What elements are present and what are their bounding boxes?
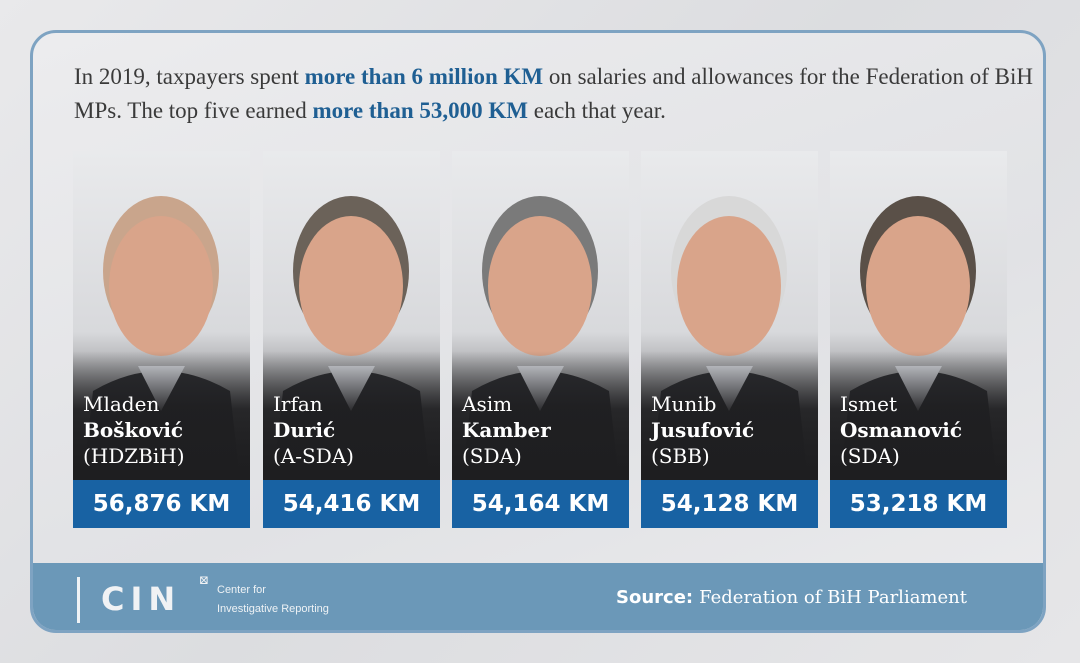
amount-badge: 54,128 KM — [641, 480, 818, 528]
amount-badge: 54,416 KM — [263, 480, 440, 528]
first-name: Munib — [651, 392, 717, 416]
last-name: Bošković — [83, 418, 184, 442]
first-name: Ismet — [840, 392, 898, 416]
intro-part: each that year. — [527, 98, 666, 123]
mp-card: Ismet Osmanović (SDA) 53,218 KM — [830, 151, 1007, 528]
party: (SBB) — [651, 444, 710, 468]
intro-text: In 2019, taxpayers spent more than 6 mil… — [74, 60, 1034, 128]
photo-shade — [263, 351, 440, 480]
amount-badge: 53,218 KM — [830, 480, 1007, 528]
party: (A-SDA) — [273, 444, 354, 468]
logo-mark-icon: ⊠ — [199, 573, 210, 587]
last-name: Durić — [273, 418, 336, 442]
mp-card: Irfan Durić (A-SDA) 54,416 KM — [263, 151, 440, 528]
source: Source: Federation of BiH Parliament — [616, 587, 967, 608]
photo-shade — [830, 351, 1007, 480]
intro-highlight: more than 6 million KM — [304, 64, 544, 89]
org-name: Center for Investigative Reporting — [217, 581, 329, 619]
party: (HDZBiH) — [83, 444, 185, 468]
intro-part: In 2019, taxpayers spent — [74, 64, 305, 89]
mp-name: Mladen Bošković (HDZBiH) — [83, 391, 185, 469]
first-name: Irfan — [273, 392, 323, 416]
source-value: Federation of BiH Parliament — [699, 587, 967, 608]
mp-card: Mladen Bošković (HDZBiH) 56,876 KM — [73, 151, 250, 528]
mp-name: Irfan Durić (A-SDA) — [273, 391, 354, 469]
mp-name: Ismet Osmanović (SDA) — [840, 391, 962, 469]
source-label: Source: — [616, 587, 694, 608]
amount-badge: 56,876 KM — [73, 480, 250, 528]
photo-shade — [452, 351, 629, 480]
party: (SDA) — [840, 444, 900, 468]
intro-part: on salaries and allowances for the Feder… — [74, 64, 1033, 123]
mp-name: Asim Kamber (SDA) — [462, 391, 551, 469]
photo-shade — [73, 351, 250, 480]
intro-highlight: more than 53,000 KM — [312, 98, 528, 123]
photo-shade — [641, 351, 818, 480]
first-name: Mladen — [83, 392, 160, 416]
first-name: Asim — [462, 392, 513, 416]
mp-card: Munib Jusufović (SBB) 54,128 KM — [641, 151, 818, 528]
amount-badge: 54,164 KM — [452, 480, 629, 528]
last-name: Osmanović — [840, 418, 963, 442]
party: (SDA) — [462, 444, 522, 468]
org-line-1: Center for — [217, 584, 266, 596]
mp-card: Asim Kamber (SDA) 54,164 KM — [452, 151, 629, 528]
last-name: Jusufović — [651, 418, 755, 442]
mp-name: Munib Jusufović (SBB) — [651, 391, 754, 469]
footer: CIN ⊠ Center for Investigative Reporting… — [33, 563, 1043, 630]
divider — [77, 577, 80, 623]
org-line-2: Investigative Reporting — [217, 603, 329, 615]
cin-logo: CIN — [101, 580, 182, 618]
last-name: Kamber — [462, 418, 551, 442]
